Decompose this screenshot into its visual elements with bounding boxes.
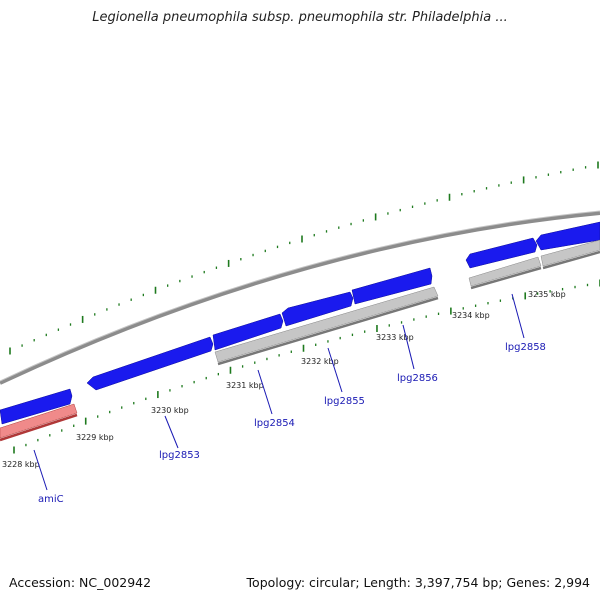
length-label: Length: (363, 575, 411, 590)
scale-label: 3235 kbp (528, 290, 566, 299)
gene-feature[interactable] (0, 388, 73, 425)
gene-feature[interactable] (214, 286, 439, 363)
genome-backbone-highlight (0, 210, 600, 382)
pointer-line-icon (33, 449, 48, 491)
pointer-line-icon (327, 347, 343, 393)
gene-label-amic[interactable]: amiC (38, 494, 64, 505)
accession-value: NC_002942 (79, 575, 152, 590)
gene-feature-amic[interactable] (0, 403, 78, 439)
genes-value: 2,994 (554, 575, 590, 590)
gene-feature[interactable] (540, 239, 600, 267)
length-value: 3,397,754 bp (414, 575, 499, 590)
scale-label: 3234 kbp (452, 311, 490, 320)
scale-labels: 3228 kbp 3229 kbp 3230 kbp 3231 kbp 3232… (2, 290, 566, 469)
gene-feature[interactable] (212, 313, 284, 351)
genes-label: Genes: (506, 575, 551, 590)
scale-label: 3233 kbp (376, 333, 414, 342)
gene-feature[interactable] (535, 221, 600, 251)
gene-label-pointers (33, 293, 525, 491)
inner-tick-ring (13, 279, 600, 454)
scale-label: 3228 kbp (2, 460, 40, 469)
gene-label-lpg2858[interactable]: lpg2858 (505, 342, 546, 353)
gene-feature[interactable] (468, 256, 542, 287)
gene-feature[interactable] (351, 267, 433, 305)
genome-title: Legionella pneumophila subsp. pneumophil… (92, 10, 508, 25)
gene-feature[interactable] (465, 237, 538, 269)
accession-info: Accession: NC_002942 (9, 575, 151, 590)
reverse-strand-genes (0, 239, 600, 442)
gene-feature[interactable] (86, 336, 214, 391)
pointer-line-icon (511, 293, 525, 339)
pointer-line-icon (164, 415, 179, 449)
outer-tick-ring (9, 161, 599, 355)
gene-feature[interactable] (281, 291, 354, 327)
gene-label-lpg2854[interactable]: lpg2854 (254, 418, 295, 429)
pointer-line-icon (257, 369, 273, 415)
scale-label: 3231 kbp (226, 381, 264, 390)
scale-label: 3229 kbp (76, 433, 114, 442)
topology-value: circular (309, 575, 356, 590)
gene-label-lpg2856[interactable]: lpg2856 (397, 373, 438, 384)
genome-stats: Topology: circular; Length: 3,397,754 bp… (246, 575, 590, 590)
gene-label-lpg2855[interactable]: lpg2855 (324, 396, 365, 407)
forward-strand-genes (0, 221, 600, 425)
topology-label: Topology: (246, 575, 306, 590)
genome-backbone (0, 211, 600, 385)
scale-label: 3232 kbp (301, 357, 339, 366)
accession-label: Accession: (9, 575, 76, 590)
scale-label: 3230 kbp (151, 406, 189, 415)
gene-label-lpg2853[interactable]: lpg2853 (159, 450, 200, 461)
pointer-line-icon (402, 324, 415, 370)
gene-labels: amiC lpg2853 lpg2854 lpg2855 lpg2856 lpg… (38, 342, 546, 505)
